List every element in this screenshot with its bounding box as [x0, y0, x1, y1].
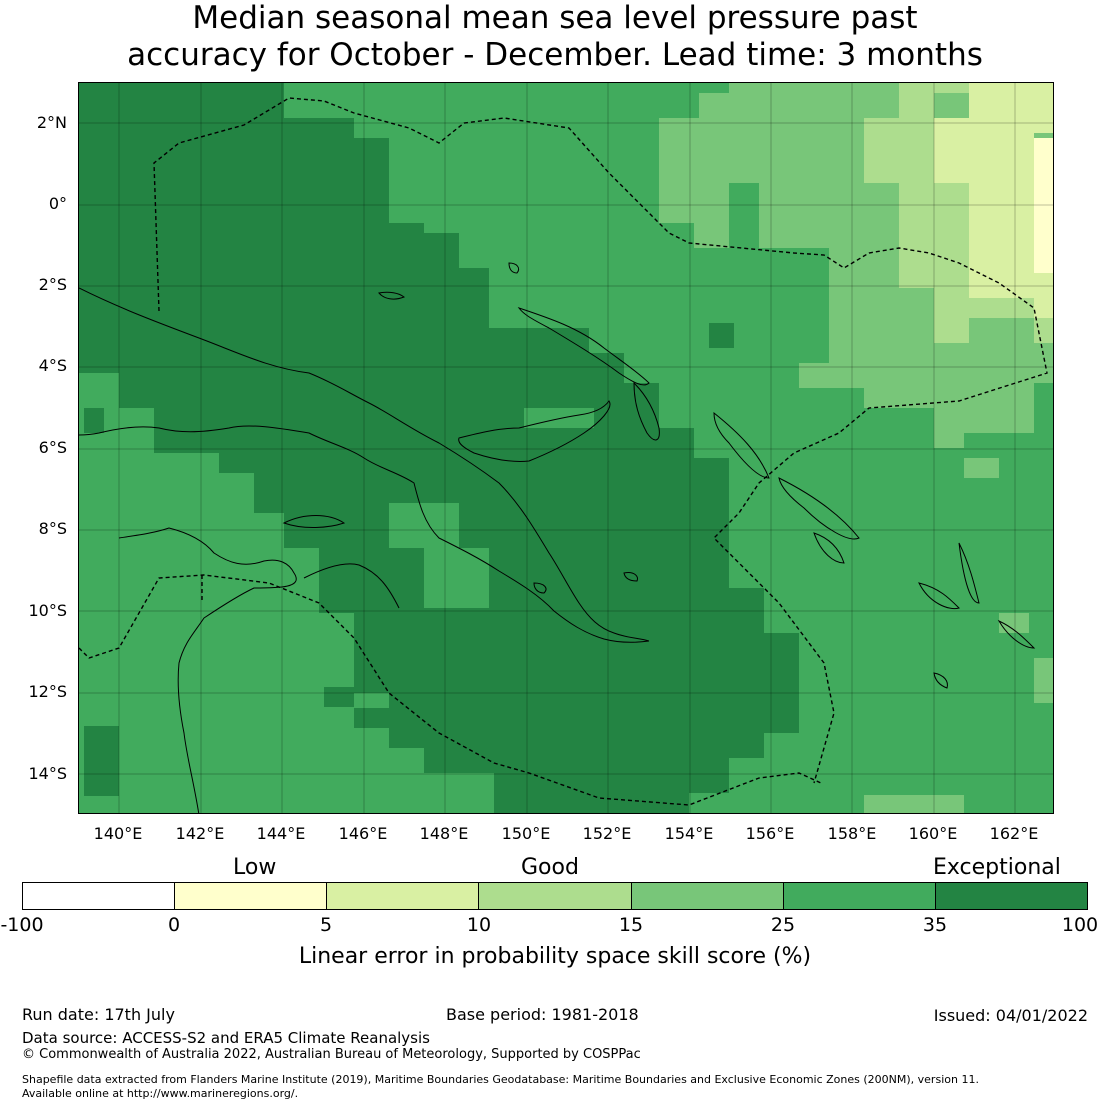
colorbar-segment	[23, 883, 176, 909]
colorbar-tick: 25	[770, 914, 796, 936]
colorbar-segment	[935, 883, 1087, 909]
legend-category-low: Low	[233, 855, 277, 880]
lon-label: 162°E	[989, 824, 1039, 843]
colorbar-segment	[631, 883, 784, 909]
lon-label: 152°E	[582, 824, 632, 843]
lon-label: 146°E	[338, 824, 388, 843]
lat-label: 12°S	[28, 682, 67, 701]
lon-label: 140°E	[93, 824, 143, 843]
lat-label: 14°S	[28, 764, 67, 783]
exceptional-region	[79, 83, 799, 813]
lat-label: 8°S	[38, 519, 67, 538]
colorbar-tick: 10	[466, 914, 492, 936]
colorbar-segment	[175, 883, 328, 909]
base-period: Base period: 1981-2018	[446, 1005, 639, 1024]
lat-label: 4°S	[38, 356, 67, 375]
lon-label: 160°E	[908, 824, 958, 843]
lon-label: 148°E	[419, 824, 469, 843]
colorbar-tick: 15	[618, 914, 644, 936]
skill-0-5-region	[1034, 138, 1053, 273]
shapefile-credit-line-2: Available online at http://www.marinereg…	[22, 1087, 299, 1100]
skill-score-map	[78, 82, 1054, 814]
issued-date: Issued: 04/01/2022	[933, 1006, 1088, 1025]
colorbar	[22, 882, 1088, 910]
colorbar-segment	[479, 883, 632, 909]
lon-label: 156°E	[745, 824, 795, 843]
lat-label: 2°N	[36, 113, 67, 132]
title-line-2: accuracy for October - December. Lead ti…	[127, 37, 983, 73]
legend-category-exceptional: Exceptional	[933, 855, 1061, 880]
colorbar-tick: -100	[0, 914, 44, 936]
title-line-1: Median seasonal mean sea level pressure …	[192, 0, 918, 36]
colorbar-segment	[783, 883, 936, 909]
eez-boundaries	[79, 97, 1048, 806]
colorbar-tick: 0	[167, 914, 181, 936]
map-title: Median seasonal mean sea level pressure …	[0, 0, 1110, 74]
skill-5-10-region	[934, 83, 1053, 318]
lon-label: 142°E	[175, 824, 225, 843]
graticule	[79, 83, 1053, 813]
lon-label: 158°E	[827, 824, 877, 843]
run-date: Run date: 17th July	[22, 1005, 175, 1024]
lat-label: 10°S	[28, 601, 67, 620]
colorbar-tick: 100	[1061, 914, 1099, 936]
lat-label: 0°	[48, 194, 67, 213]
colorbar-tick: 5	[319, 914, 333, 936]
lon-label: 150°E	[501, 824, 551, 843]
lon-label: 144°E	[256, 824, 306, 843]
coastlines	[79, 262, 1036, 813]
colorbar-label: Linear error in probability space skill …	[298, 944, 812, 969]
colorbar-segment	[327, 883, 480, 909]
shapefile-credit-line-1: Shapefile data extracted from Flanders M…	[22, 1073, 979, 1086]
lon-label: 154°E	[664, 824, 714, 843]
lat-label: 2°S	[38, 275, 67, 294]
copyright-notice: © Commonwealth of Australia 2022, Austra…	[22, 1047, 641, 1062]
legend-category-good: Good	[521, 855, 579, 880]
data-source: Data source: ACCESS-S2 and ERA5 Climate …	[22, 1029, 430, 1047]
lat-label: 6°S	[38, 438, 67, 457]
colorbar-tick: 35	[922, 914, 948, 936]
